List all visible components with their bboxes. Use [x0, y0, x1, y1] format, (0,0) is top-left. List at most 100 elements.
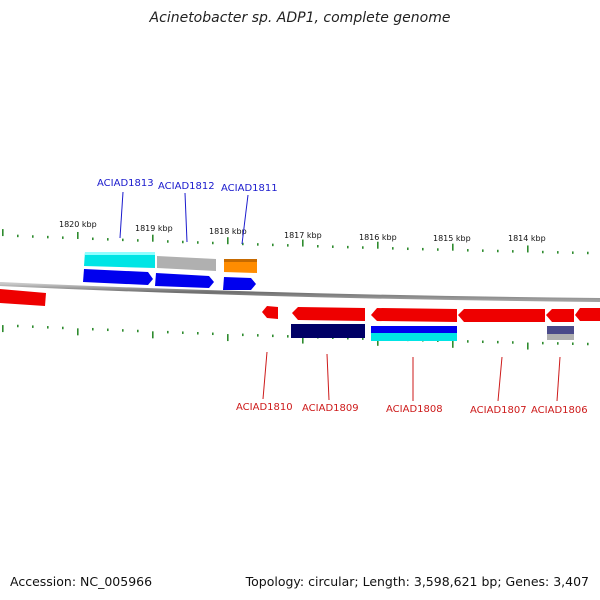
minor-tick: [482, 249, 484, 252]
minor-tick: [287, 335, 289, 338]
major-tick: [377, 241, 379, 249]
minor-tick: [497, 249, 499, 253]
major-tick: [2, 325, 4, 333]
gene-acIAD1806-gray[interactable]: [547, 334, 574, 340]
reverse-gene-labels: ACIAD1810 ACIAD1809 ACIAD1808 ACIAD1807 …: [236, 402, 588, 416]
major-tick: [452, 340, 454, 348]
minor-tick: [107, 328, 109, 332]
major-tick: [227, 334, 229, 342]
minor-tick: [587, 251, 589, 255]
gene-acIAD1809-navy[interactable]: [291, 324, 365, 338]
minor-tick: [32, 235, 34, 238]
minor-tick: [362, 337, 364, 340]
minor-tick: [557, 342, 559, 345]
major-tick: [77, 231, 79, 239]
minor-tick: [257, 334, 259, 337]
topology-text: Topology: circular; Length: 3,598,621 bp…: [245, 574, 589, 589]
leader-line: [262, 351, 268, 400]
gene-label[interactable]: ACIAD1807: [470, 405, 527, 416]
gene-acIAD1806-red[interactable]: [546, 309, 574, 322]
genome-title: Acinetobacter sp. ADP1, complete genome: [149, 10, 451, 26]
gene-label[interactable]: ACIAD1813: [97, 178, 154, 189]
minor-tick: [182, 240, 184, 244]
genome-backbone: [0, 282, 600, 302]
gene-acIAD1811-orange[interactable]: [224, 259, 257, 273]
gene-shade: [85, 252, 155, 255]
leader-line: [184, 192, 188, 243]
gene-acIAD1807-red[interactable]: [458, 309, 545, 322]
gene-acIAD1814-red-forward[interactable]: [0, 289, 46, 306]
minor-tick: [587, 342, 589, 346]
gene-acIAD1811-blue-arrow[interactable]: [223, 277, 256, 290]
major-tick: [302, 239, 304, 247]
gene-acIAD1808-red[interactable]: [371, 308, 457, 322]
gene-acIAD1813-cyan[interactable]: [84, 252, 155, 268]
minor-tick: [32, 325, 34, 328]
gene-label[interactable]: ACIAD1810: [236, 402, 293, 413]
minor-tick: [122, 329, 124, 332]
gene-acIAD1812-gray[interactable]: [157, 256, 216, 271]
minor-tick: [17, 234, 19, 238]
forward-genes: [0, 252, 257, 306]
major-tick: [527, 245, 529, 253]
minor-tick: [242, 242, 244, 246]
minor-tick: [257, 243, 259, 246]
gene-label[interactable]: ACIAD1811: [221, 183, 278, 194]
minor-tick: [362, 246, 364, 249]
gene-acIAD1810-red[interactable]: [262, 306, 278, 319]
minor-tick: [122, 238, 124, 242]
major-tick: [77, 328, 79, 336]
minor-tick: [317, 245, 319, 248]
minor-tick: [167, 330, 169, 334]
gene-label[interactable]: ACIAD1808: [386, 404, 443, 415]
minor-tick: [197, 241, 199, 244]
minor-tick: [542, 341, 544, 345]
minor-tick: [512, 341, 514, 344]
gene-acIAD1813-blue-arrow[interactable]: [83, 269, 153, 285]
minor-tick: [92, 237, 94, 241]
minor-tick: [347, 245, 349, 249]
gene-shade: [224, 259, 257, 262]
minor-tick: [437, 248, 439, 251]
gene-acIAD1808-cyan[interactable]: [371, 333, 457, 341]
major-tick: [302, 336, 304, 344]
major-tick: [377, 338, 379, 346]
kbp-label: 1820 kbp: [59, 220, 97, 229]
gene-label[interactable]: ACIAD1809: [302, 403, 359, 414]
minor-tick: [572, 251, 574, 254]
major-tick: [227, 237, 229, 245]
minor-tick: [137, 329, 139, 333]
minor-tick: [557, 251, 559, 254]
gene-acIAD1806-slate[interactable]: [547, 326, 574, 334]
leader-line: [119, 191, 124, 239]
gene-acIAD1812-blue-arrow[interactable]: [155, 273, 214, 288]
minor-tick: [407, 247, 409, 251]
gene-acIAD1805-red[interactable]: [575, 308, 600, 321]
minor-tick: [272, 334, 274, 338]
gene-acIAD1808-blue[interactable]: [371, 326, 457, 334]
gene-acIAD1809-red[interactable]: [292, 307, 365, 321]
accession-text: Accession: NC_005966: [10, 574, 153, 589]
leader-line: [497, 356, 503, 402]
minor-tick: [167, 240, 169, 243]
minor-tick: [497, 340, 499, 344]
minor-tick: [212, 332, 214, 336]
minor-tick: [137, 239, 139, 242]
kbp-label: 1814 kbp: [508, 234, 546, 243]
kbp-label: 1819 kbp: [135, 224, 173, 233]
upper-tick-ring: [2, 229, 589, 255]
minor-tick: [392, 247, 394, 250]
minor-tick: [182, 331, 184, 334]
minor-tick: [212, 241, 214, 245]
minor-tick: [47, 326, 49, 329]
major-tick: [452, 243, 454, 251]
label-leaders-reverse: [262, 351, 561, 402]
gene-label[interactable]: ACIAD1806: [531, 405, 588, 416]
kbp-label: 1817 kbp: [284, 231, 322, 240]
minor-tick: [482, 340, 484, 344]
minor-tick: [542, 250, 544, 254]
minor-tick: [347, 336, 349, 340]
gene-label[interactable]: ACIAD1812: [158, 181, 215, 192]
reverse-genes: [262, 306, 600, 341]
